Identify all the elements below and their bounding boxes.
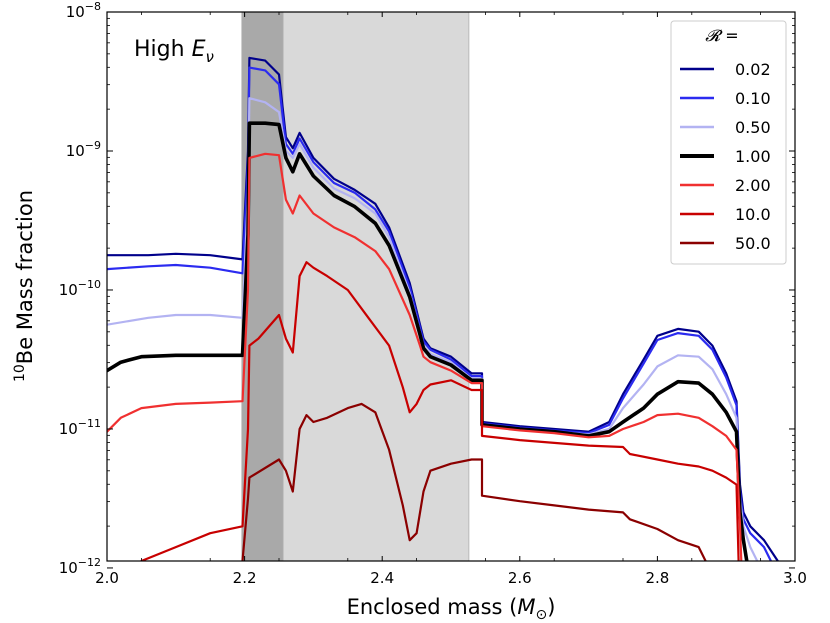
series-line-1.00 <box>107 121 749 561</box>
x-tick-label: 3.0 <box>783 569 807 587</box>
axis-ticks: 2.0 2.2 2.4 2.6 2.8 3.0 10−12 10−11 10−10 10−9 10−… <box>59 0 807 587</box>
legend-title: 𝓡 = <box>705 26 738 45</box>
legend-label-1.00: 1.00 <box>735 147 771 166</box>
x-tick-label: 2.8 <box>645 569 669 587</box>
x-tick-label: 2.2 <box>233 569 257 587</box>
y-tick-label: 10−10 <box>59 278 101 299</box>
series-line-50.0 <box>241 402 707 561</box>
x-tick-label: 2.4 <box>370 569 394 587</box>
y-tick-label: 10−12 <box>59 556 101 577</box>
series-lines <box>107 56 779 561</box>
series-line-0.50 <box>107 97 759 561</box>
legend-items: 0.02 0.10 0.50 1.00 2.00 10.0 50.0 <box>680 60 771 253</box>
plot-frame <box>106 11 796 562</box>
x-axis-label: Enclosed mass <box>347 595 503 619</box>
y-tick-label: 10−9 <box>66 139 101 160</box>
legend-label-0.02: 0.02 <box>735 60 771 79</box>
legend: 𝓡 = 0.02 0.10 0.50 1.00 2.00 10.0 50.0 <box>670 20 787 265</box>
legend-label-0.10: 0.10 <box>735 89 771 108</box>
y-axis-label: Be Mass fraction <box>13 190 37 364</box>
legend-label-2.00: 2.00 <box>735 176 771 195</box>
y-axis-title: 10Be Mass fraction <box>12 190 37 382</box>
shaded-regions <box>241 12 470 561</box>
y-axis-label-sup: 10 <box>12 364 28 382</box>
x-axis-title: Enclosed mass (M⊙) <box>347 595 556 623</box>
annotation: High Eν <box>134 37 214 66</box>
annotation-subscript: ν <box>205 48 213 66</box>
annotation-text: High <box>134 37 192 62</box>
series-line-2.00 <box>107 152 743 561</box>
series-line-10.0 <box>140 261 740 561</box>
legend-label-0.50: 0.50 <box>735 118 771 137</box>
x-axis-unit-sub: ⊙ <box>535 607 547 623</box>
series-line-0.10 <box>107 66 772 561</box>
annotation-symbol: E <box>192 37 206 62</box>
series-line-0.02 <box>107 56 779 561</box>
legend-frame <box>670 20 787 265</box>
x-axis-unit: M <box>517 595 535 619</box>
y-tick-label: 10−8 <box>66 0 101 21</box>
x-tick-label: 2.6 <box>508 569 532 587</box>
x-tick-label: 2.0 <box>95 569 119 587</box>
legend-label-50.0: 50.0 <box>735 234 771 253</box>
y-tick-label: 10−11 <box>59 417 101 438</box>
legend-label-10.0: 10.0 <box>735 205 771 224</box>
